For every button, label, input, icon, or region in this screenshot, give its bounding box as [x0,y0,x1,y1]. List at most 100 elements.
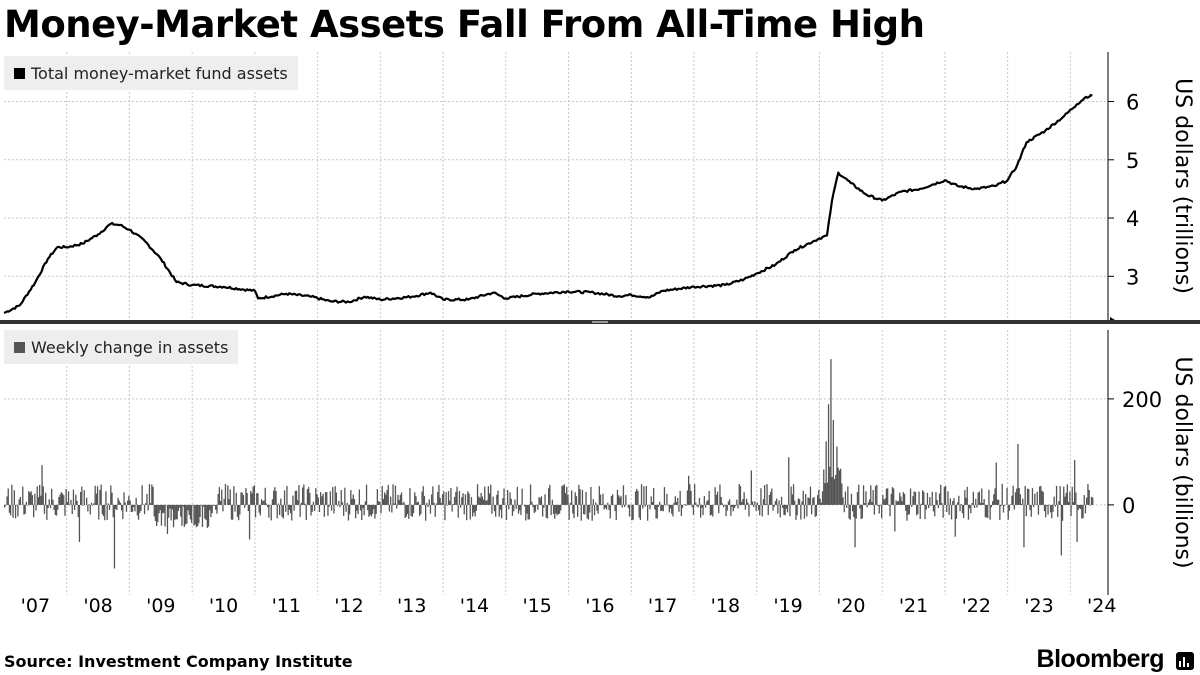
bar-weekly-change [742,499,744,505]
divider-handle [592,321,608,323]
bar-weekly-change [790,486,792,505]
bar-weekly-change [364,501,366,505]
bar-weekly-change [198,504,200,524]
bar-weekly-change [128,495,130,505]
bar-weekly-change [774,501,777,505]
bar-weekly-change [768,495,771,505]
bar-weekly-change [952,500,954,505]
bar-weekly-change [862,485,865,505]
bar-weekly-change [865,491,867,505]
bar-weekly-change [677,497,679,505]
bar-weekly-change [336,504,339,506]
bar-weekly-change [118,500,120,505]
bar-weekly-change [411,504,413,517]
bar-weekly-change [540,496,543,505]
bar-weekly-change [145,503,147,505]
bar-weekly-change [514,499,516,505]
bar-weekly-change [287,504,289,516]
bar-weekly-change [881,504,883,519]
bar-weekly-change [994,488,996,505]
bar-weekly-change [1071,486,1073,505]
bar-weekly-change [320,492,322,505]
bar-weekly-change [730,504,732,516]
bar-weekly-change [564,493,567,505]
bar-weekly-change [199,504,201,517]
bar-weekly-change [363,504,365,516]
bar-weekly-change [311,504,313,512]
bar-weekly-change [756,502,758,505]
bar-weekly-change [710,504,713,515]
bar-weekly-change [334,486,336,505]
bar-weekly-change [264,487,266,505]
bar-weekly-change [322,493,324,505]
bar-weekly-change [852,504,854,512]
bar-weekly-change [22,486,24,505]
bar-weekly-change [644,504,646,507]
bar-weekly-change [891,487,894,505]
bar-weekly-change [942,504,944,518]
bar-weekly-change [573,504,575,518]
bar-weekly-change [548,488,550,505]
bar-weekly-change [402,503,404,505]
bar-weekly-change [755,504,757,511]
legend-swatch-bars [14,341,25,353]
bar-weekly-change [410,504,412,516]
bar-weekly-change [351,498,353,505]
bar-weekly-change [989,504,991,520]
bar-weekly-change [422,486,424,505]
bar-weekly-change [107,503,109,505]
bar-weekly-change [88,504,90,505]
bar-weekly-change [172,504,175,528]
bar-weekly-change [764,485,766,505]
bar-weekly-change [1057,504,1059,517]
bar-weekly-change [75,494,77,505]
bar-weekly-change [661,504,663,511]
bar-weekly-change [1070,504,1072,517]
bar-weekly-change [150,503,152,505]
bar-weekly-change [692,504,695,515]
bar-weekly-change [509,492,511,505]
bar-weekly-change [440,503,442,505]
bar-weekly-change [421,491,423,505]
bar-weekly-change [40,495,42,505]
bar-weekly-change [707,500,709,505]
bar-weekly-change [1030,504,1032,517]
bar-weekly-change [46,504,48,520]
legend-bottom: Weekly change in assets [4,330,239,364]
bar-weekly-change [689,484,691,505]
bar-weekly-change [1058,501,1060,505]
bar-weekly-change [1004,504,1006,506]
bar-weekly-change [1000,504,1002,507]
bar-weekly-change [558,504,561,514]
bar-weekly-change [745,498,748,505]
bar-weekly-change [796,504,798,516]
bar-weekly-change [589,504,591,513]
bar-weekly-change [130,504,132,513]
bar-weekly-change [224,484,227,505]
bar-weekly-change [783,504,785,515]
bar-weekly-change [954,504,956,537]
bar-weekly-change [777,504,779,514]
bar-weekly-change [456,486,458,505]
bar-weekly-change [671,504,673,514]
bar-weekly-change [561,486,563,505]
bar-weekly-change [54,504,56,515]
bar-weekly-change [6,496,8,505]
bar-weekly-change [767,504,769,516]
bar-weekly-change [856,492,859,505]
bar-weekly-change [238,504,240,521]
bar-weekly-change [47,504,49,508]
bar-weekly-change [277,503,280,505]
bar-weekly-change [23,504,25,515]
bar-weekly-change [1042,492,1044,505]
bar-weekly-change [1086,497,1088,505]
bar-weekly-change [292,495,294,505]
xtick-label: '22 [962,595,991,617]
bar-weekly-change [712,504,714,517]
bar-weekly-change [662,504,664,512]
bar-weekly-change [241,492,243,505]
bar-weekly-change [59,494,61,505]
bar-weekly-change [34,493,36,505]
bar-weekly-change [642,504,644,509]
bar-weekly-change [57,504,59,510]
